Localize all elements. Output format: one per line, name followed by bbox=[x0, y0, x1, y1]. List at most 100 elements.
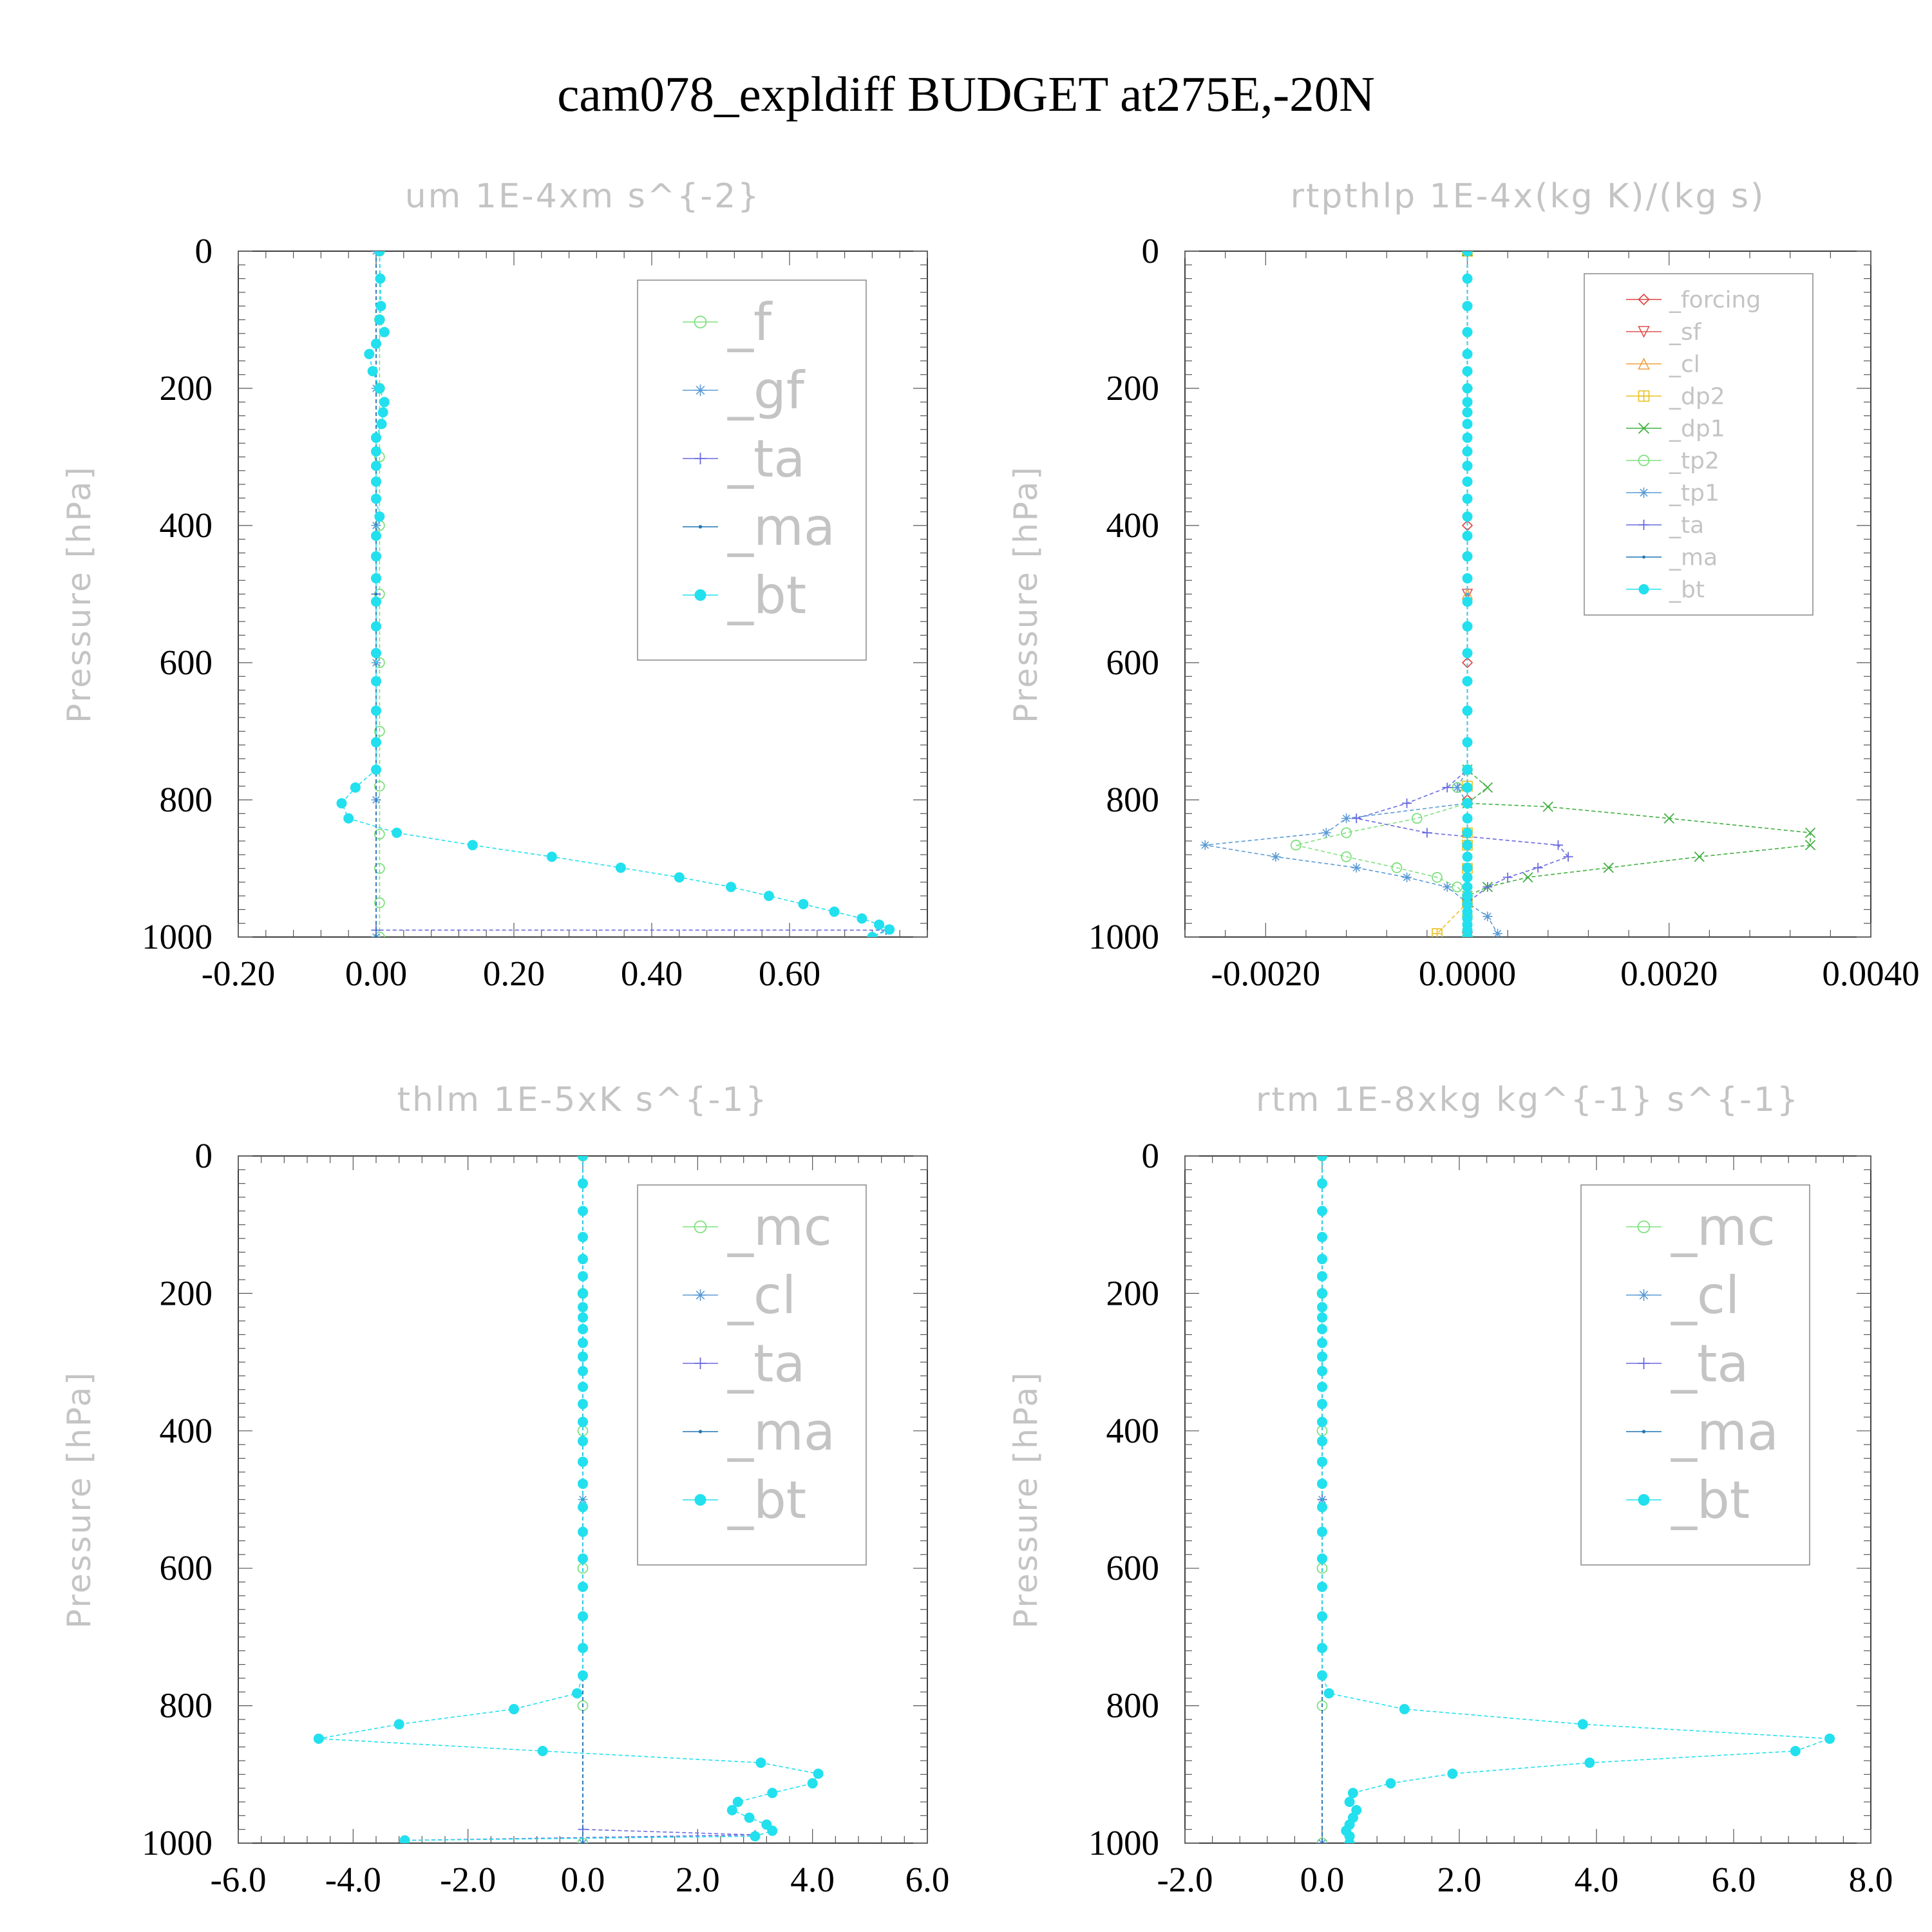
legend-marker bbox=[1642, 555, 1645, 559]
legend-label: _ma bbox=[1671, 1402, 1779, 1462]
data-point bbox=[371, 648, 381, 659]
data-point bbox=[371, 737, 381, 748]
data-point bbox=[1323, 1688, 1334, 1699]
data-point bbox=[1462, 676, 1473, 687]
y-tick-label: 600 bbox=[160, 1548, 213, 1587]
data-point bbox=[1317, 1178, 1327, 1189]
x-tick-label: 0.0 bbox=[1300, 1860, 1345, 1899]
legend-label: _dp1 bbox=[1669, 416, 1725, 442]
data-point bbox=[578, 1670, 588, 1681]
data-point bbox=[578, 1381, 588, 1392]
y-tick-label: 200 bbox=[160, 368, 213, 408]
legend-label: _ma bbox=[1669, 545, 1718, 571]
data-point bbox=[578, 1526, 588, 1537]
x-tick-label: 2.0 bbox=[676, 1860, 720, 1899]
data-point bbox=[763, 891, 774, 902]
x-tick-label: -4.0 bbox=[325, 1860, 381, 1899]
data-point bbox=[374, 383, 385, 393]
data-point bbox=[1462, 813, 1473, 824]
series_tp2 bbox=[1290, 251, 1473, 937]
data-point bbox=[1462, 348, 1473, 359]
data-point bbox=[615, 862, 626, 873]
data-point bbox=[336, 798, 347, 809]
data-point bbox=[1462, 327, 1473, 337]
x-tick-label: 2.0 bbox=[1437, 1860, 1482, 1899]
legend-label: _ma bbox=[727, 497, 835, 557]
data-point bbox=[1462, 366, 1473, 377]
data-point bbox=[1462, 446, 1473, 457]
legend-marker bbox=[1638, 520, 1649, 530]
data-point bbox=[1447, 1768, 1458, 1779]
y-tick-label: 400 bbox=[1106, 506, 1160, 545]
data-point bbox=[467, 840, 478, 851]
x-tick-label: 4.0 bbox=[1575, 1860, 1619, 1899]
data-point bbox=[798, 898, 809, 909]
y-tick-label: 400 bbox=[1106, 1411, 1160, 1450]
legend-label: _bt bbox=[727, 1470, 806, 1530]
data-point bbox=[379, 327, 390, 337]
data-point bbox=[350, 782, 361, 793]
data-point bbox=[546, 851, 557, 862]
data-point bbox=[374, 863, 385, 874]
data-point bbox=[1462, 573, 1473, 584]
data-point bbox=[578, 1502, 588, 1513]
data-point bbox=[578, 1399, 588, 1410]
data-point bbox=[371, 493, 381, 504]
data-point bbox=[1317, 1502, 1327, 1513]
data-point bbox=[1482, 882, 1493, 892]
x-tick-label: 0.40 bbox=[621, 954, 683, 993]
data-point bbox=[1462, 493, 1473, 504]
data-point bbox=[375, 273, 386, 284]
y-tick-label: 0 bbox=[1142, 231, 1160, 270]
data-point bbox=[1321, 828, 1331, 838]
data-point bbox=[1462, 397, 1473, 408]
panel-1: um 1E-4xm s^{-2} Pressure [hPa] -0.20 0.00 0… bbox=[61, 177, 928, 993]
legend-label: _sf bbox=[1669, 319, 1702, 346]
data-point bbox=[1502, 872, 1513, 882]
data-point bbox=[371, 446, 381, 457]
data-point bbox=[1402, 872, 1412, 882]
x-tick-label: -0.20 bbox=[202, 954, 276, 993]
data-point bbox=[1317, 1399, 1327, 1410]
data-point bbox=[1317, 1670, 1327, 1681]
y-tick-label: 1000 bbox=[1088, 1823, 1159, 1862]
data-point bbox=[578, 1288, 588, 1299]
data-point bbox=[399, 1835, 410, 1843]
legend-marker bbox=[1642, 1430, 1646, 1434]
panel-4: rtm 1E-8xkg kg^{-1} s^{-1} Pressure [hPa]… bbox=[1007, 1081, 1893, 1899]
data-point bbox=[371, 551, 381, 562]
plot-frame bbox=[238, 251, 928, 938]
series_dp1 bbox=[1462, 251, 1816, 937]
data-point bbox=[1317, 1231, 1327, 1242]
data-point bbox=[1663, 813, 1674, 824]
data-point bbox=[1462, 648, 1473, 659]
y-tick-label: 800 bbox=[1106, 1686, 1160, 1725]
legend-box bbox=[637, 1184, 867, 1566]
data-point bbox=[755, 1757, 766, 1768]
data-point bbox=[1317, 1553, 1327, 1564]
y-axis-label: Pressure [hPa] bbox=[61, 1370, 98, 1629]
data-point bbox=[1432, 871, 1443, 883]
y-tick-label: 1000 bbox=[142, 1823, 213, 1862]
plot-area bbox=[1316, 1156, 1835, 1843]
plot-area bbox=[1200, 251, 1816, 937]
data-point bbox=[1462, 383, 1473, 393]
legend-label: _forcing bbox=[1669, 287, 1761, 314]
data-point bbox=[1462, 407, 1473, 418]
legend-marker bbox=[1638, 326, 1650, 338]
data-point bbox=[374, 828, 385, 840]
x-tick-label: 0.0000 bbox=[1419, 954, 1516, 993]
panel-title: rtpthlp 1E-4x(kg K)/(kg s) bbox=[1291, 177, 1766, 216]
data-point bbox=[578, 1312, 588, 1323]
data-point bbox=[578, 1553, 588, 1564]
legend: _f _gf _ta _ma _bt bbox=[637, 279, 867, 661]
data-point bbox=[578, 1478, 588, 1489]
data-point bbox=[578, 1642, 588, 1653]
data-point bbox=[1200, 840, 1210, 850]
legend-marker bbox=[1637, 1220, 1651, 1233]
data-point bbox=[509, 1703, 519, 1714]
series-line bbox=[1321, 1156, 1830, 1843]
data-point bbox=[393, 1719, 404, 1730]
series-line bbox=[1205, 251, 1499, 934]
data-point bbox=[1317, 1338, 1327, 1349]
